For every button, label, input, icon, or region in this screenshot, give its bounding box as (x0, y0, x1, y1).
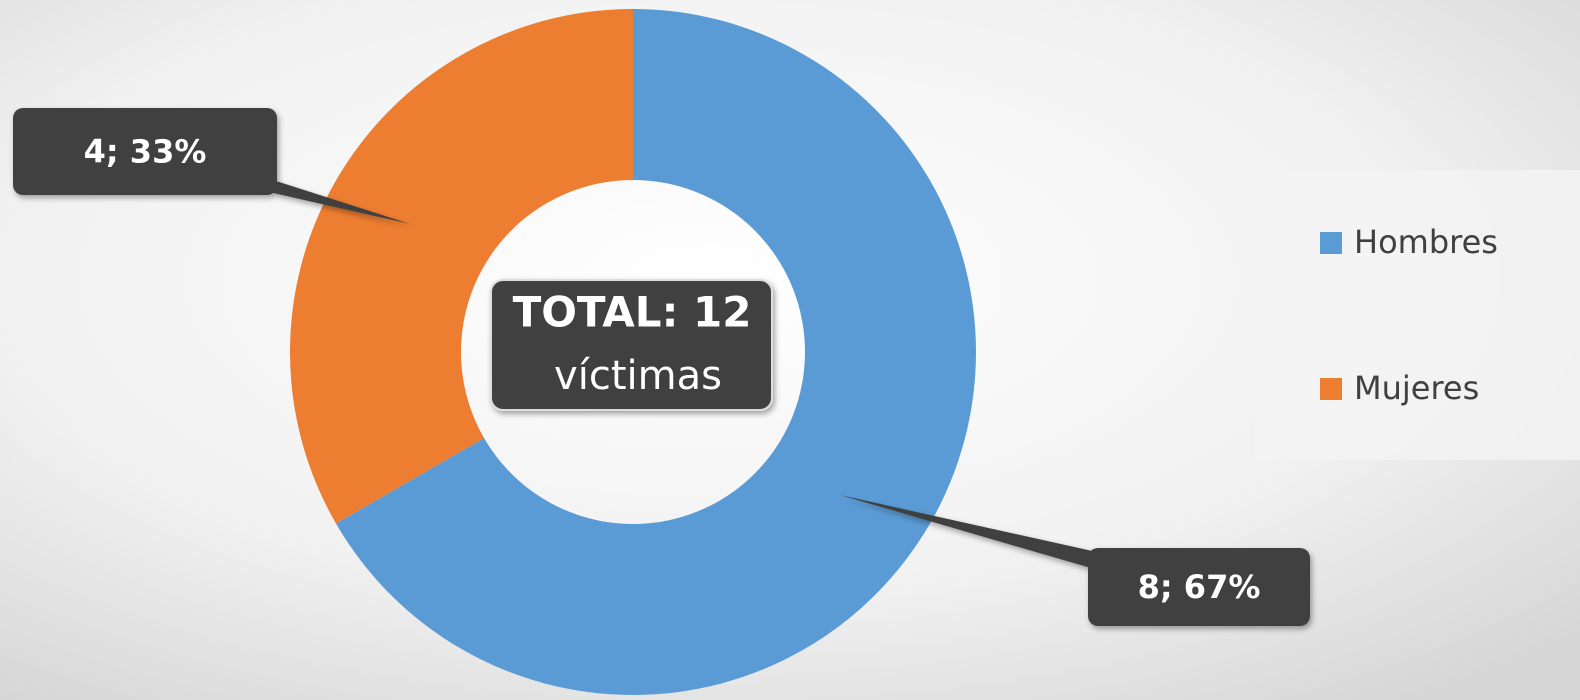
legend-label: Hombres (1354, 223, 1498, 261)
donut (289, 9, 977, 695)
legend: Hombres Mujeres (1320, 223, 1498, 407)
legend-box (1255, 170, 1580, 460)
center-unit: víctimas (554, 353, 722, 399)
legend-swatch (1320, 378, 1342, 400)
center-label (490, 279, 773, 411)
slice (289, 9, 633, 524)
callout-box (1088, 548, 1310, 626)
legend-label: Mujeres (1354, 369, 1479, 407)
center-total: TOTAL: 12 (513, 288, 752, 337)
callout (13, 108, 410, 224)
callout-box (13, 108, 277, 195)
center-box (490, 279, 773, 411)
slice (335, 9, 977, 695)
legend-swatch (1320, 232, 1342, 254)
data-label: 8; 67% (1138, 568, 1261, 606)
callouts: 8; 67% 4; 33% (13, 108, 1310, 626)
callout (840, 495, 1310, 626)
data-label: 4; 33% (84, 133, 207, 171)
